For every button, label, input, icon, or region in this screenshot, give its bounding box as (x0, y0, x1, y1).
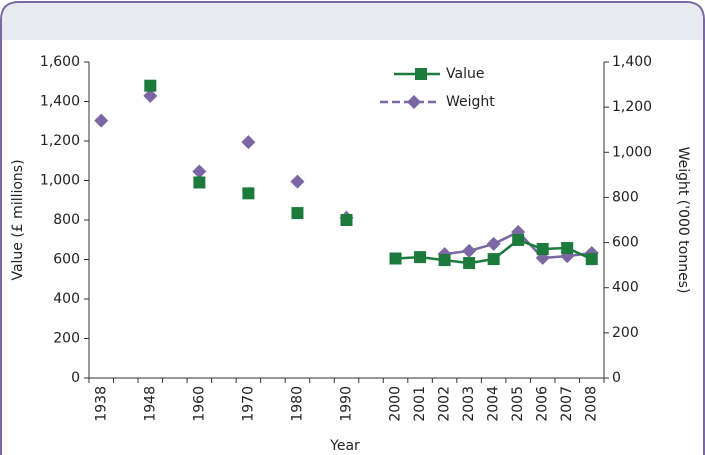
marker (414, 251, 427, 264)
x-tick-label: 2001 (412, 386, 428, 422)
x-tick-label: 2005 (510, 386, 526, 422)
y-tick-label: 400 (53, 291, 80, 307)
y2-tick-label: 1,400 (612, 54, 652, 70)
marker (462, 243, 477, 258)
y2-tick-label: 200 (612, 325, 639, 341)
y-tick-label: 1,400 (40, 94, 80, 110)
x-tick-label: 1938 (93, 386, 109, 422)
marker (463, 257, 476, 270)
legend-box (376, 62, 506, 114)
marker (487, 253, 500, 266)
y-tick-label: 800 (53, 212, 80, 228)
x-tick-label: 1980 (289, 386, 305, 422)
x-tick-label: 2004 (486, 386, 502, 422)
x-tick-label: 2006 (535, 386, 551, 422)
x-tick-label: 2007 (559, 386, 575, 422)
y2-axis-label: Weight ('000 tonnes) (675, 147, 691, 294)
y-axis-label: Value (£ millions) (10, 159, 26, 280)
x-tick-label: 1990 (339, 386, 355, 422)
x-tick-label: 2000 (388, 386, 404, 422)
marker (94, 113, 109, 128)
marker (486, 236, 501, 251)
y2-tick-label: 600 (612, 235, 639, 251)
marker (290, 174, 305, 189)
x-tick-label: 1960 (191, 386, 207, 422)
marker (241, 135, 256, 150)
y2-tick-label: 400 (612, 280, 639, 296)
x-tick-label: 1948 (142, 386, 158, 422)
marker (192, 164, 207, 179)
x-tick-label: 2008 (584, 386, 600, 422)
x-tick-label: 2002 (437, 386, 453, 422)
marker (438, 254, 451, 267)
marker (143, 88, 158, 103)
marker (389, 252, 402, 265)
header-band (2, 3, 703, 40)
marker (561, 242, 574, 255)
y2-tick-label: 0 (612, 370, 621, 386)
marker (242, 187, 255, 200)
marker (291, 207, 304, 220)
legend-label: Weight (446, 94, 495, 110)
y-tick-label: 1,600 (40, 54, 80, 70)
legend-label: Value (446, 66, 484, 82)
marker (535, 250, 550, 265)
x-tick-label: 1970 (240, 386, 256, 422)
marker (536, 243, 549, 256)
marker (144, 79, 157, 92)
y2-tick-label: 1,200 (612, 99, 652, 115)
x-tick-label: 2003 (461, 386, 477, 422)
marker (585, 253, 598, 266)
y2-tick-label: 1,000 (612, 144, 652, 160)
y-tick-label: 600 (53, 252, 80, 268)
legend-marker (415, 68, 427, 80)
y-tick-label: 1,200 (40, 133, 80, 149)
marker (512, 233, 525, 246)
marker (193, 176, 206, 189)
y-tick-label: 0 (71, 370, 80, 386)
marker (340, 214, 353, 226)
y-tick-label: 200 (53, 331, 80, 347)
y-tick-label: 1,000 (40, 173, 80, 189)
legend-marker (407, 95, 421, 109)
y2-tick-label: 800 (612, 189, 639, 205)
x-axis-label: Year (329, 438, 360, 454)
